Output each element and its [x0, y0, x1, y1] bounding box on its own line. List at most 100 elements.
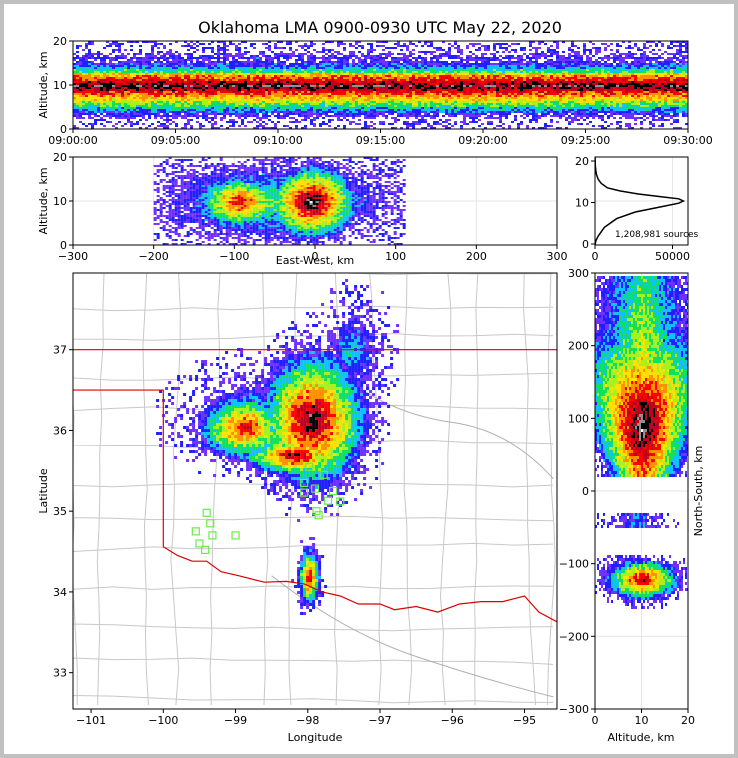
time-height-cell — [94, 85, 97, 87]
time-height-cell — [151, 123, 154, 125]
time-height-cell — [196, 75, 199, 77]
time-height-cell — [481, 101, 484, 103]
time-height-cell — [82, 69, 85, 71]
time-height-cell — [403, 113, 406, 115]
time-height-cell — [169, 73, 172, 75]
time-height-cell — [121, 103, 124, 105]
time-height-cell — [133, 107, 136, 109]
time-height-cell — [289, 53, 292, 55]
time-height-cell — [415, 61, 418, 63]
time-height-cell — [334, 87, 337, 89]
time-height-cell — [304, 65, 307, 67]
time-height-cell — [424, 79, 427, 81]
time-height-cell — [418, 77, 421, 79]
time-height-cell — [124, 73, 127, 75]
time-height-cell — [229, 61, 232, 63]
time-height-cell — [382, 121, 385, 123]
time-height-cell — [73, 69, 76, 71]
time-height-cell — [355, 101, 358, 103]
time-height-cell — [127, 121, 130, 123]
time-height-cell — [190, 93, 193, 95]
time-height-cell — [307, 77, 310, 79]
time-height-cell — [325, 77, 328, 79]
time-height-cell — [283, 111, 286, 113]
time-height-cell — [238, 75, 241, 77]
time-height-cell — [205, 85, 208, 87]
time-height-cell — [355, 89, 358, 91]
time-height-cell — [187, 101, 190, 103]
time-height-cell — [457, 73, 460, 75]
time-height-cell — [373, 57, 376, 59]
time-height-cell — [337, 89, 340, 91]
time-height-cell — [457, 47, 460, 49]
time-height-cell — [322, 73, 325, 75]
time-height-cell — [334, 57, 337, 59]
time-height-cell — [166, 59, 169, 61]
time-height-cell — [292, 75, 295, 77]
time-height-cell — [127, 61, 130, 63]
time-height-cell — [319, 85, 322, 87]
time-height-cell — [94, 69, 97, 71]
time-height-cell — [94, 63, 97, 65]
time-height-cell — [331, 87, 334, 89]
time-height-cell — [169, 67, 172, 69]
time-height-cell — [79, 105, 82, 107]
time-height-cell — [415, 107, 418, 109]
time-height-cell — [418, 103, 421, 105]
time-height-cell — [409, 103, 412, 105]
time-height-cell — [187, 81, 190, 83]
time-height-cell — [178, 71, 181, 73]
time-height-cell — [355, 85, 358, 87]
time-height-cell — [367, 51, 370, 53]
time-height-cell — [457, 99, 460, 101]
time-height-cell — [316, 81, 319, 83]
time-height-cell — [331, 61, 334, 63]
time-height-cell — [130, 105, 133, 107]
time-height-cell — [142, 89, 145, 91]
time-height-cell — [433, 97, 436, 99]
time-height-cell — [391, 47, 394, 49]
time-height-cell — [115, 65, 118, 67]
time-height-cell — [409, 95, 412, 97]
time-height-cell — [277, 87, 280, 89]
time-height-cell — [88, 107, 91, 109]
time-height-cell — [103, 83, 106, 85]
time-height-cell — [301, 61, 304, 63]
time-height-cell — [130, 73, 133, 75]
time-height-cell — [403, 85, 406, 87]
time-height-cell — [349, 71, 352, 73]
time-height-cell — [97, 77, 100, 79]
time-height-cell — [352, 93, 355, 95]
time-height-cell — [457, 95, 460, 97]
time-height-cell — [166, 127, 169, 129]
time-height-cell — [487, 59, 490, 61]
time-height-cell — [79, 79, 82, 81]
time-height-cell — [217, 49, 220, 51]
time-height-cell — [106, 99, 109, 101]
time-height-cell — [181, 75, 184, 77]
time-height-cell — [328, 63, 331, 65]
time-height-cell — [397, 57, 400, 59]
time-height-cell — [406, 101, 409, 103]
time-height-cell — [499, 77, 502, 79]
time-height-cell — [121, 71, 124, 73]
time-height-cell — [406, 121, 409, 123]
time-height-cell — [460, 85, 463, 87]
time-height-cell — [412, 43, 415, 45]
time-height-cell — [211, 127, 214, 129]
time-height-cell — [118, 103, 121, 105]
time-height-cell — [214, 123, 217, 125]
time-height-cell — [199, 57, 202, 59]
time-height-cell — [130, 79, 133, 81]
time-height-cell — [163, 115, 166, 117]
time-height-cell — [166, 109, 169, 111]
time-height-cell — [382, 41, 385, 43]
time-height-cell — [109, 71, 112, 73]
time-height-cell — [499, 61, 502, 63]
time-height-cell — [103, 73, 106, 75]
time-height-cell — [172, 117, 175, 119]
time-height-cell — [475, 109, 478, 111]
time-height-cell — [325, 49, 328, 51]
time-height-cell — [376, 107, 379, 109]
time-height-cell — [196, 57, 199, 59]
